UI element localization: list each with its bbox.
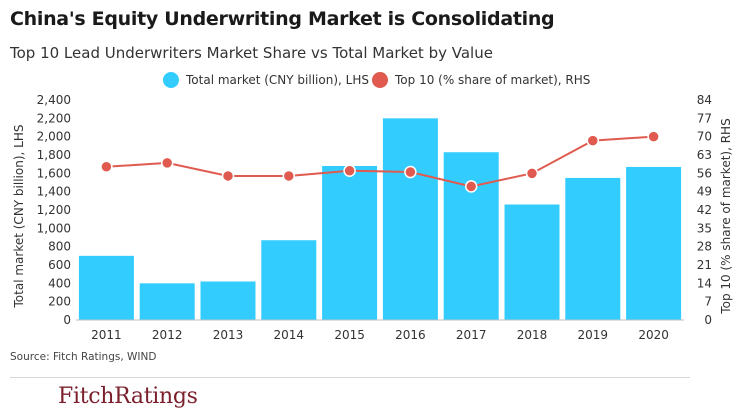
line-series — [100, 130, 660, 193]
y-right-tick-label: 21 — [697, 258, 712, 272]
y-axis-left: 0 200 400 600 800 1,000 1,200 1,400 1,600 1,800 2,… — [37, 93, 71, 327]
legend-label-bar: Total market (CNY billion), LHS — [185, 73, 369, 87]
y-left-tick-label: 200 — [48, 295, 71, 309]
y-left-tick-label: 2,000 — [37, 130, 71, 144]
y-axis-left-title: Total market (CNY billion), LHS — [12, 125, 26, 309]
legend-marker-bar — [163, 72, 179, 88]
bar-2011 — [78, 255, 134, 320]
point-2012 — [160, 156, 174, 170]
x-axis: 2011 2012 2013 2014 2015 2016 2017 2018 2019 2020 — [91, 328, 669, 342]
y-left-tick-label: 600 — [48, 258, 71, 272]
y-left-tick-label: 400 — [48, 276, 71, 290]
bar-2020 — [626, 166, 682, 320]
point-2014 — [282, 169, 296, 183]
bar-2019 — [565, 177, 621, 320]
x-tick-label: 2015 — [334, 328, 365, 342]
chart-subtitle: Top 10 Lead Underwriters Market Share vs… — [10, 44, 493, 62]
y-left-tick-label: 0 — [63, 313, 71, 327]
y-right-tick-label: 0 — [704, 313, 712, 327]
legend-marker-line — [372, 72, 388, 88]
chart-title: China's Equity Underwriting Market is Co… — [10, 8, 555, 30]
y-right-tick-label: 77 — [697, 111, 712, 125]
x-tick-label: 2017 — [456, 328, 487, 342]
bar-2014 — [261, 240, 317, 320]
point-2018 — [525, 167, 539, 180]
source-note: Source: Fitch Ratings, WIND — [10, 351, 157, 363]
y-right-tick-label: 70 — [697, 130, 712, 144]
point-2020 — [647, 130, 660, 143]
bar-2016 — [382, 118, 438, 320]
x-tick-label: 2018 — [517, 328, 548, 342]
point-2015 — [343, 164, 356, 177]
point-2019 — [586, 134, 600, 147]
y-left-tick-label: 1,200 — [37, 203, 71, 217]
bar-2012 — [139, 283, 195, 320]
bar-2015 — [322, 166, 378, 320]
y-left-tick-label: 1,600 — [37, 166, 71, 180]
y-left-tick-label: 800 — [48, 240, 71, 254]
legend: Total market (CNY billion), LHS Top 10 (… — [163, 72, 590, 88]
point-2013 — [221, 169, 235, 183]
y-left-tick-label: 2,200 — [37, 111, 71, 125]
bar-series — [78, 118, 682, 320]
y-right-tick-label: 84 — [697, 93, 712, 107]
y-right-tick-label: 42 — [697, 203, 712, 217]
y-left-tick-label: 1,000 — [37, 221, 71, 235]
x-tick-label: 2019 — [578, 328, 609, 342]
x-tick-label: 2013 — [213, 328, 244, 342]
y-left-tick-label: 1,400 — [37, 185, 71, 199]
y-right-tick-label: 35 — [697, 221, 712, 235]
fitch-ratings-logo: FitchRatings — [58, 384, 198, 409]
y-left-tick-label: 2,400 — [37, 93, 71, 107]
y-right-tick-label: 28 — [697, 240, 712, 254]
y-right-tick-label: 56 — [697, 166, 712, 180]
y-right-tick-label: 7 — [704, 295, 712, 309]
line-top10-share — [106, 135, 654, 188]
y-axis-right-title: Top 10 (% share of market), RHS — [719, 118, 733, 314]
bar-2018 — [504, 204, 560, 320]
y-axis-right: 0 7 14 21 28 35 42 49 56 63 70 77 84 — [697, 93, 712, 327]
y-right-tick-label: 14 — [697, 276, 712, 290]
point-2016 — [404, 165, 417, 179]
y-left-tick-label: 1,800 — [37, 148, 71, 162]
point-2017 — [464, 180, 478, 193]
footer-divider — [10, 377, 690, 378]
x-tick-label: 2020 — [638, 328, 669, 342]
bar-2013 — [200, 281, 256, 320]
x-tick-label: 2012 — [152, 328, 183, 342]
y-right-tick-label: 63 — [697, 148, 712, 162]
x-tick-label: 2014 — [274, 328, 305, 342]
point-2011 — [100, 160, 113, 174]
y-right-tick-label: 49 — [697, 185, 712, 199]
x-tick-label: 2016 — [395, 328, 426, 342]
legend-label-line: Top 10 (% share of market), RHS — [394, 73, 590, 87]
x-tick-label: 2011 — [91, 328, 122, 342]
bar-2017 — [443, 152, 499, 320]
